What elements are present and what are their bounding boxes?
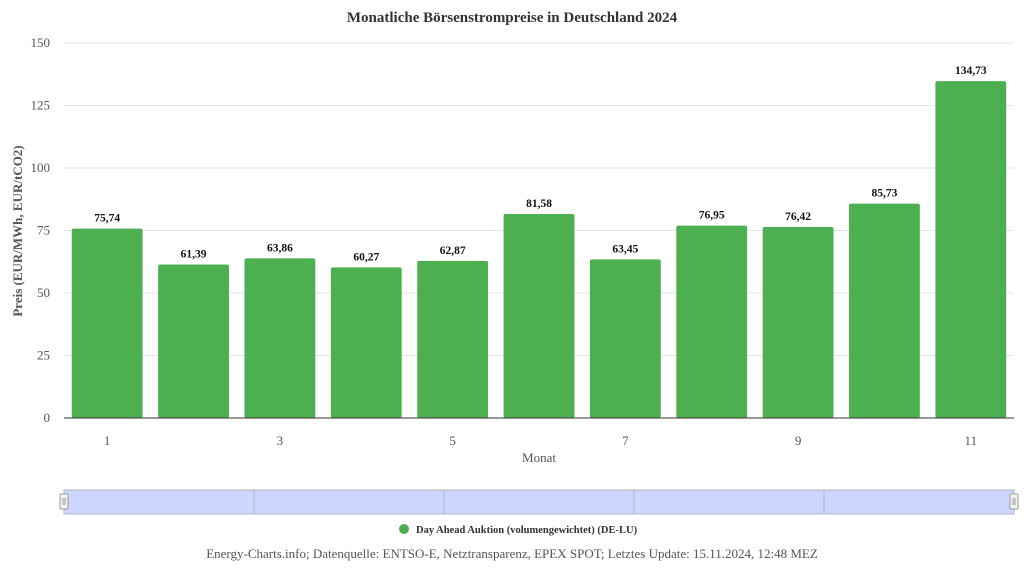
legend[interactable]: Day Ahead Auktion (volumengewichtet) (DE…	[399, 524, 638, 536]
bar[interactable]	[71, 228, 143, 418]
bar[interactable]	[849, 203, 920, 418]
x-tick-label: 7	[622, 433, 629, 448]
footer-source: Energy-Charts.info; Datenquelle: ENTSO-E…	[206, 546, 818, 561]
y-tick-label: 50	[37, 285, 50, 300]
x-tick-label: 9	[795, 433, 802, 448]
data-label: 60,27	[353, 251, 379, 263]
y-tick-label: 125	[31, 98, 51, 113]
y-axis-ticks: 0 25 50 75 100 125 150	[31, 35, 51, 425]
legend-marker[interactable]	[399, 524, 409, 534]
bar[interactable]	[503, 214, 575, 418]
legend-item-label[interactable]: Day Ahead Auktion (volumengewichtet) (DE…	[416, 525, 638, 536]
bar[interactable]	[417, 260, 489, 418]
data-label: 134,73	[955, 65, 987, 77]
navigator-handle-right[interactable]	[1009, 493, 1019, 510]
x-tick-label: 5	[449, 433, 456, 448]
data-label: 61,39	[181, 249, 207, 261]
y-tick-label: 75	[37, 223, 50, 238]
chart-title: Monatliche Börsenstrompreise in Deutschl…	[347, 10, 678, 26]
x-axis-label: Monat	[522, 450, 556, 465]
navigator-track[interactable]	[63, 489, 1015, 515]
bars	[71, 81, 1007, 419]
y-tick-label: 150	[31, 35, 51, 50]
y-tick-label: 25	[37, 348, 50, 363]
bar[interactable]	[762, 226, 834, 418]
data-label: 85,73	[872, 188, 898, 200]
y-tick-label: 100	[31, 160, 51, 175]
data-label: 76,42	[785, 211, 811, 223]
range-navigator[interactable]	[59, 489, 1019, 515]
y-tick-label: 0	[44, 410, 51, 425]
data-label: 76,95	[699, 210, 725, 222]
data-label: 63,86	[267, 242, 293, 254]
data-label: 62,87	[440, 245, 466, 257]
x-tick-label: 3	[277, 433, 284, 448]
x-tick-label: 11	[965, 433, 978, 448]
data-label: 75,74	[94, 213, 120, 225]
bar[interactable]	[935, 81, 1007, 419]
data-label: 63,45	[612, 243, 638, 255]
x-tick-label: 1	[104, 433, 111, 448]
data-labels: 75,74 61,39 63,86 60,27 62,87 81,58 63,45 76,95…	[94, 65, 987, 263]
bar[interactable]	[244, 258, 316, 418]
drag-handle-icon[interactable]	[59, 493, 69, 510]
x-axis-ticks: 1 3 5 7 9 11	[104, 433, 977, 448]
bar[interactable]	[589, 259, 661, 418]
y-axis-label: Preis (EUR/MWh, EUR/tCO2)	[10, 145, 25, 316]
navigator-handle-left[interactable]	[59, 493, 69, 510]
bar[interactable]	[158, 264, 229, 418]
drag-handle-icon[interactable]	[1009, 493, 1019, 510]
bar[interactable]	[676, 225, 748, 418]
data-label: 81,58	[526, 198, 552, 210]
bar[interactable]	[330, 267, 402, 418]
